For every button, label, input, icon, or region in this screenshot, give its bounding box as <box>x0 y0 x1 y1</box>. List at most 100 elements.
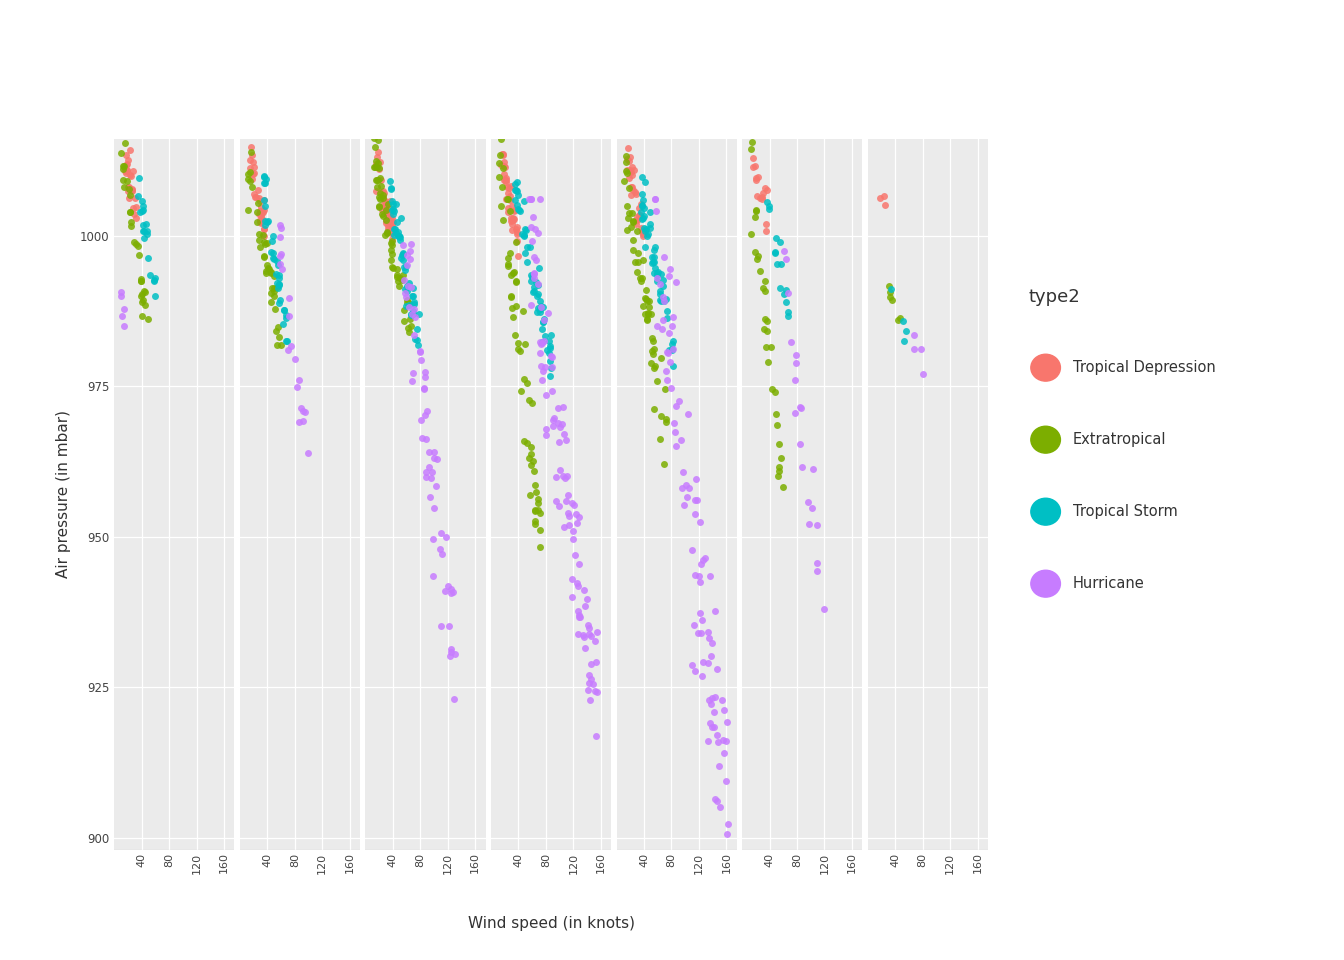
Point <box>552 468 574 484</box>
Point <box>634 175 656 190</box>
Point <box>509 204 531 219</box>
Point <box>388 228 410 244</box>
Point <box>394 281 415 297</box>
Point <box>402 306 423 322</box>
Point <box>626 209 648 225</box>
Point <box>650 322 672 337</box>
Point <box>616 154 637 169</box>
Point <box>535 421 556 437</box>
Point <box>665 274 687 289</box>
Point <box>715 773 737 788</box>
Point <box>246 215 267 230</box>
Point <box>531 321 552 336</box>
Point <box>766 418 788 433</box>
Point <box>633 208 655 224</box>
Point <box>368 189 390 204</box>
Point <box>501 223 523 238</box>
Point <box>137 311 159 326</box>
Point <box>646 271 668 286</box>
Point <box>263 268 285 283</box>
Point <box>378 196 399 211</box>
Point <box>254 249 276 264</box>
Point <box>367 173 388 188</box>
Point <box>241 139 262 155</box>
Point <box>894 333 915 348</box>
Point <box>778 308 800 324</box>
Point <box>671 480 692 495</box>
Point <box>757 355 778 371</box>
Point <box>745 203 766 218</box>
Point <box>431 546 453 562</box>
Point <box>532 315 554 330</box>
Point <box>382 231 403 247</box>
Point <box>663 416 684 431</box>
Point <box>633 252 655 267</box>
Point <box>501 212 523 228</box>
Point <box>255 266 277 281</box>
Point <box>585 728 606 743</box>
Point <box>271 261 293 276</box>
Point <box>364 139 386 155</box>
Point <box>560 571 582 587</box>
Point <box>406 332 427 348</box>
Point <box>700 649 722 664</box>
Point <box>410 412 431 427</box>
Point <box>368 145 390 160</box>
Point <box>567 604 589 619</box>
Point <box>657 346 679 361</box>
Point <box>133 230 155 246</box>
Point <box>569 609 590 624</box>
Point <box>746 172 767 187</box>
Point <box>254 198 276 213</box>
Point <box>698 733 719 749</box>
Point <box>625 184 646 200</box>
Point <box>527 276 548 291</box>
Point <box>633 200 655 215</box>
Point <box>269 249 290 264</box>
Point <box>655 412 676 427</box>
Point <box>716 827 738 842</box>
Point <box>124 206 145 222</box>
Text: October: October <box>650 113 703 127</box>
Point <box>128 170 149 185</box>
Point <box>757 313 778 328</box>
Point <box>401 306 422 322</box>
Point <box>524 283 546 299</box>
Point <box>770 450 792 466</box>
Point <box>526 252 547 268</box>
Point <box>132 308 153 324</box>
Point <box>636 222 657 237</box>
Point <box>527 492 548 507</box>
Point <box>620 164 641 180</box>
Point <box>640 355 661 371</box>
Point <box>712 692 734 708</box>
Point <box>254 213 276 228</box>
Point <box>578 675 599 690</box>
Point <box>269 292 290 307</box>
Point <box>543 410 564 425</box>
Point <box>249 193 270 208</box>
Point <box>392 237 414 252</box>
Point <box>263 252 285 267</box>
Point <box>657 344 679 359</box>
Point <box>392 246 414 261</box>
Point <box>496 191 517 206</box>
Point <box>144 288 165 303</box>
Point <box>531 336 552 351</box>
Point <box>396 283 418 299</box>
Point <box>649 293 671 308</box>
Point <box>542 359 563 374</box>
Point <box>376 225 398 240</box>
Point <box>530 299 551 314</box>
Point <box>626 212 648 228</box>
Point <box>423 500 445 516</box>
Point <box>488 122 509 137</box>
Point <box>542 418 563 433</box>
Point <box>267 271 289 286</box>
Point <box>530 192 551 207</box>
Point <box>121 180 142 196</box>
Point <box>698 692 719 708</box>
Point <box>747 248 769 263</box>
Point <box>378 208 399 224</box>
Point <box>371 203 392 218</box>
